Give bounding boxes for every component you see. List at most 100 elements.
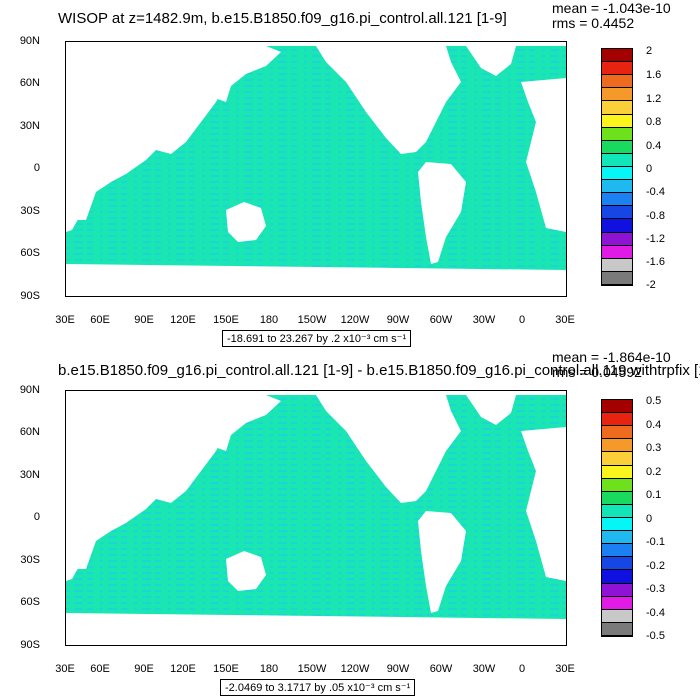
stats-block: mean = -1.043e-10 rms = 0.4452 (552, 1, 671, 31)
land-antarctica (66, 264, 566, 296)
lon-label: 180 (259, 663, 279, 675)
colorbar-label: 0.1 (646, 489, 662, 501)
colorbar-label: 1.2 (646, 93, 662, 105)
lat-label: 30N (19, 120, 40, 132)
colorbar-label: -0.1 (646, 536, 665, 548)
colorbar-swatch (602, 517, 632, 532)
colorbar-label: 0 (646, 513, 653, 525)
colorbar (601, 48, 633, 286)
lat-label: 30N (19, 469, 40, 481)
lon-label: 90W (386, 663, 410, 675)
lon-label: 150E (213, 663, 239, 675)
lat-label: 60N (19, 77, 40, 89)
lon-label: 90W (386, 314, 410, 326)
lon-label: 60E (90, 663, 110, 675)
land-south-america (418, 162, 466, 264)
lat-label: 90S (20, 290, 40, 302)
colorbar-swatch (602, 180, 632, 194)
colorbar-label: -0.5 (646, 630, 665, 642)
lon-label: 60W (429, 663, 453, 675)
land-greenland (466, 46, 516, 76)
land-south-america (418, 511, 466, 613)
colorbar-swatch (602, 400, 632, 414)
colorbar-cells (602, 400, 632, 636)
colorbar-swatch (602, 127, 632, 141)
land-arctic-top (66, 42, 566, 46)
bottom-map-panel: b.e15.B1850.f09_g16.pi_control.all.121 [… (0, 350, 700, 700)
land-europe-africa (521, 427, 566, 581)
lat-label: 30S (20, 205, 40, 217)
lon-label: 150W (297, 663, 327, 675)
colorbar-swatch (602, 140, 632, 154)
land-north-america (316, 395, 461, 503)
mean-value: mean = -1.864e-10 (552, 349, 671, 365)
world-ocean-map (66, 42, 566, 296)
colorbar-swatch (602, 219, 632, 233)
lon-label: 120E (170, 314, 196, 326)
colorbar-swatch (602, 271, 632, 285)
colorbar-label: 2 (646, 45, 653, 57)
colorbar-label: -0.8 (646, 210, 665, 222)
lat-label: 30S (20, 554, 40, 566)
land-asia-east (66, 46, 281, 102)
lon-label: 120E (170, 663, 196, 675)
lat-label: 90N (19, 35, 40, 47)
colorbar-swatch (602, 531, 632, 545)
land-europe-africa (521, 78, 566, 232)
colorbar-swatch (602, 478, 632, 492)
colorbar-swatch (602, 114, 632, 128)
mean-value: mean = -1.043e-10 (552, 0, 671, 16)
lon-label: 90E (134, 314, 154, 326)
colorbar-label: 0.3 (646, 442, 662, 454)
colorbar-swatch (602, 166, 632, 181)
lon-label: 180 (259, 314, 279, 326)
land-arctic-top (66, 391, 566, 395)
lat-label: 0 (33, 162, 40, 174)
colorbar-swatch (602, 75, 632, 89)
colorbar-swatch (602, 570, 632, 584)
colorbar-swatch (602, 557, 632, 571)
land-africa (66, 501, 88, 581)
colorbar-swatch (602, 491, 632, 505)
colorbar-label: -2 (646, 279, 656, 291)
colorbar-label: -1.2 (646, 233, 665, 245)
map-title: WISOP at z=1482.9m, b.e15.B1850.f09_g16.… (58, 10, 507, 27)
lat-label: 60S (20, 596, 40, 608)
colorbar-label: 0.4 (646, 140, 662, 152)
colorbar-label: 1.6 (646, 69, 662, 81)
land-africa (66, 152, 88, 232)
contour-range-label: -2.0469 to 3.1717 by .05 x10⁻³ cm s⁻¹ (220, 679, 416, 696)
land-greenland (466, 395, 516, 425)
colorbar-label: -0.3 (646, 583, 665, 595)
contour-range-label: -18.691 to 23.267 by .2 x10⁻³ cm s⁻¹ (222, 330, 412, 347)
rms-value: rms = 0.04592 (552, 364, 642, 380)
colorbar-swatch (602, 153, 632, 167)
colorbar-label: -1.6 (646, 256, 665, 268)
colorbar-swatch (602, 583, 632, 597)
colorbar (601, 399, 633, 637)
colorbar-swatch (602, 413, 632, 427)
lat-label: 90S (20, 639, 40, 651)
lon-label: 30E (555, 663, 575, 675)
colorbar-swatch (602, 101, 632, 115)
lon-label: 0 (518, 663, 526, 675)
colorbar-swatch (602, 193, 632, 207)
colorbar-swatch (602, 465, 632, 479)
lon-label: 60E (90, 314, 110, 326)
land-asia-east (66, 395, 281, 451)
colorbar-swatch (602, 609, 632, 623)
lon-label: 30W (472, 663, 496, 675)
colorbar-swatch (602, 245, 632, 259)
colorbar-swatch (602, 258, 632, 272)
colorbar-swatch (602, 232, 632, 246)
colorbar-cells (602, 49, 632, 285)
colorbar-swatch (602, 49, 632, 63)
lat-label: 0 (33, 511, 40, 523)
colorbar-label: -0.2 (646, 560, 665, 572)
world-ocean-map (66, 391, 566, 645)
land-australia (226, 202, 266, 242)
colorbar-swatch (602, 504, 632, 518)
colorbar-label: 0 (646, 163, 653, 175)
lon-label: 30E (55, 314, 75, 326)
colorbar-swatch (602, 439, 632, 453)
